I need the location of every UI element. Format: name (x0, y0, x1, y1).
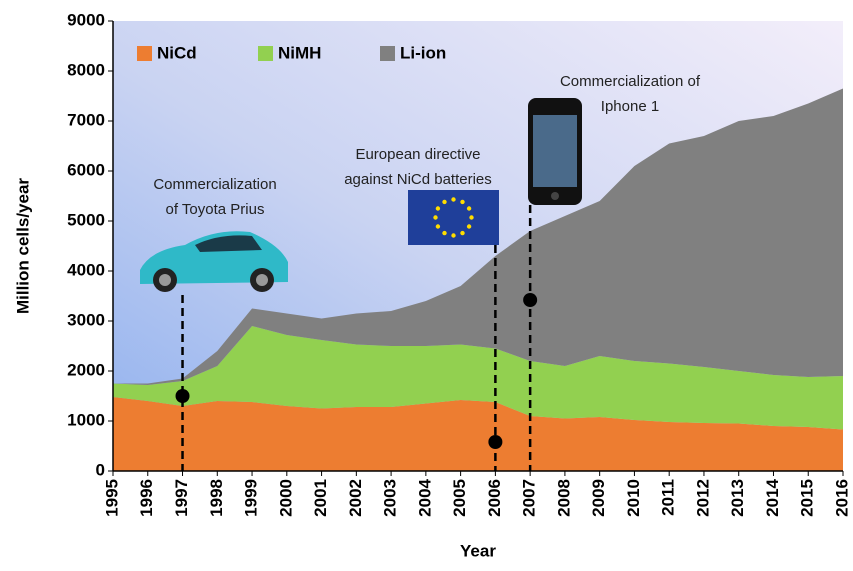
flag-star (433, 215, 437, 219)
x-tick-label: 2008 (554, 479, 573, 517)
x-tick-label: 2007 (520, 479, 539, 517)
y-tick-label: 2000 (67, 360, 105, 379)
flag-star (460, 200, 464, 204)
y-tick-label: 0 (96, 460, 105, 479)
eu-flag-image (408, 190, 499, 245)
annotation-text: Iphone 1 (601, 98, 659, 115)
x-tick-label: 2016 (832, 479, 851, 517)
chart: Year Million cells/year 0 1000 2000 3000 400… (0, 0, 853, 566)
y-tick-label: 4000 (67, 260, 105, 279)
flag-star (460, 231, 464, 235)
legend-swatch (258, 46, 273, 61)
x-tick-label: 1997 (172, 479, 191, 517)
x-tick-label: 2013 (728, 479, 747, 517)
flag-star (451, 197, 455, 201)
legend-swatch (137, 46, 152, 61)
y-axis-label: Million cells/year (13, 178, 32, 314)
annotation-dot (176, 389, 190, 403)
legend-label: NiCd (157, 43, 197, 62)
annotation-text: Commercialization of (560, 73, 701, 90)
annotation-text: European directive (355, 146, 480, 163)
flag-star (436, 224, 440, 228)
phone-image (528, 98, 582, 205)
annotation-text: Commercialization (153, 176, 276, 193)
x-axis-label: Year (460, 541, 496, 560)
x-tick-label: 2001 (311, 479, 330, 517)
x-tick-label: 2000 (276, 479, 295, 517)
annotation-dot (488, 435, 502, 449)
legend-label: Li-ion (400, 43, 446, 62)
flag-star (469, 215, 473, 219)
x-tick-label: 1996 (137, 479, 156, 517)
x-tick-label: 1998 (207, 479, 226, 517)
x-tick-label: 2015 (798, 479, 817, 517)
x-tick-label: 1995 (102, 479, 121, 517)
legend-swatch (380, 46, 395, 61)
x-tick-label: 2012 (693, 479, 712, 517)
flag-star (467, 206, 471, 210)
y-tick-label: 3000 (67, 310, 105, 329)
x-tick-label: 2005 (450, 479, 469, 517)
x-tick-label: 2009 (589, 479, 608, 517)
x-tick-label: 2014 (763, 478, 782, 516)
y-tick-label: 8000 (67, 60, 105, 79)
flag-star (442, 231, 446, 235)
x-tick-label: 2004 (415, 478, 434, 516)
x-tick-label: 2011 (659, 479, 678, 516)
y-tick-label: 1000 (67, 410, 105, 429)
annotation-text: of Toyota Prius (166, 201, 265, 218)
y-tick-label: 7000 (67, 110, 105, 129)
x-tick-label: 2010 (624, 479, 643, 517)
flag-star (467, 224, 471, 228)
y-tick-label: 5000 (67, 210, 105, 229)
x-tick-label: 2006 (485, 479, 504, 517)
flag-star (436, 206, 440, 210)
x-tick-label: 2002 (346, 479, 365, 517)
annotation-text: against NiCd batteries (344, 171, 492, 188)
legend-label: NiMH (278, 43, 321, 62)
flag-star (451, 233, 455, 237)
x-tick-label: 2003 (381, 479, 400, 517)
y-tick-label: 9000 (67, 10, 105, 29)
annotation-dot (523, 293, 537, 307)
y-tick-label: 6000 (67, 160, 105, 179)
flag-star (442, 200, 446, 204)
x-tick-label: 1999 (242, 479, 261, 517)
